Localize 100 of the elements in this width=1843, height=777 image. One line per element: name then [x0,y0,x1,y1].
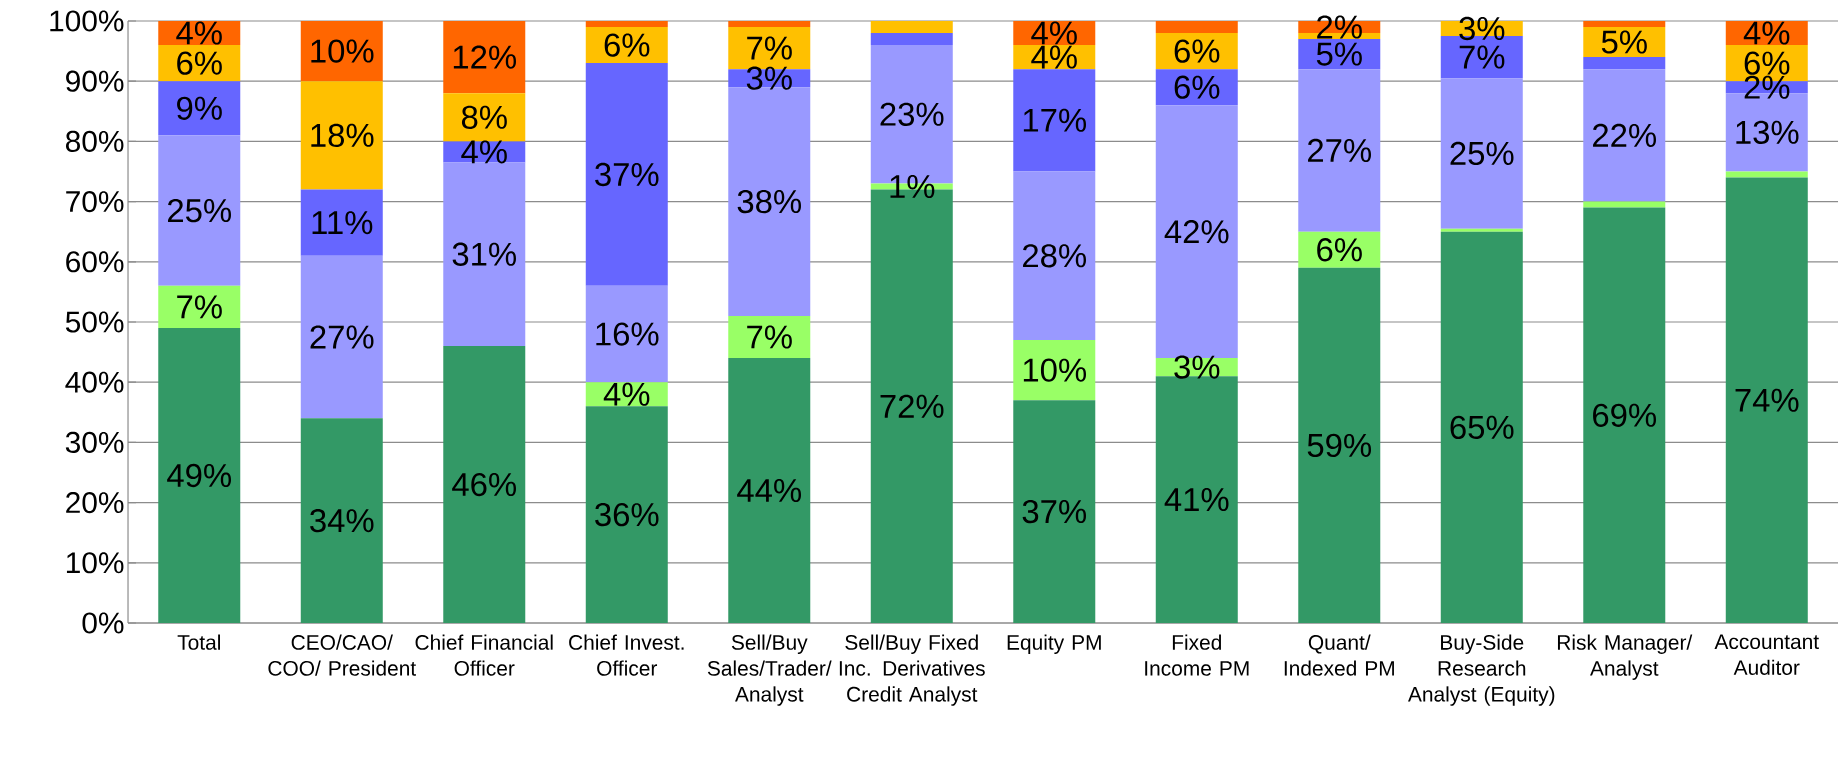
bar [300,20,383,82]
bar [1013,69,1096,172]
bar [443,20,526,94]
data-label: 6% [1744,51,1790,75]
data-label: 4% [1743,21,1790,45]
data-label: 4% [461,140,507,164]
x-tick-label: Total [177,634,220,650]
data-label: 6% [604,33,650,57]
bar [1725,171,1808,178]
data-label: 25% [168,198,231,223]
data-label: 37% [1022,499,1086,524]
data-label: 72% [880,394,944,418]
bar [1440,231,1523,623]
y-tick-label: 40% [65,371,124,393]
data-label: 4% [176,21,222,45]
data-label: 5% [1316,42,1362,66]
bar [1725,177,1808,623]
data-label: 59% [1307,433,1371,458]
data-label: 38% [737,189,801,214]
bar [585,20,668,27]
bar [1440,228,1523,232]
data-label: 6% [1317,238,1362,262]
data-label: 6% [1174,39,1220,63]
bar [870,20,953,34]
data-label: 22% [1593,123,1656,147]
data-label: 23% [880,102,944,126]
y-tick-label: 100% [50,10,124,32]
data-label: 2% [1744,75,1790,99]
bar [1298,69,1381,232]
bar [1440,78,1523,229]
data-label: 4% [1031,21,1077,45]
data-label: 65% [1450,415,1514,439]
y-tick-label: 20% [66,492,124,514]
data-label: 31% [452,242,516,266]
bar [1298,267,1381,623]
bar [158,135,241,286]
bar [158,328,241,623]
x-tick-label: Buy-Side Research Analyst (Equity) [1407,634,1555,706]
bar [870,33,953,46]
bar [443,346,526,623]
data-label: 9% [177,96,222,120]
data-label: 10% [311,39,374,63]
data-label: 3% [1459,16,1505,41]
bar [728,358,811,623]
bar [585,285,668,383]
bar [443,162,526,347]
x-tick-label: Chief Invest. Officer [569,634,684,676]
bar [1013,340,1096,401]
y-tick-label: 0% [82,612,124,634]
data-label: 28% [1023,244,1086,268]
data-label: 7% [1459,45,1505,69]
bar [300,81,383,190]
x-tick-label: Chief Financial Officer [415,634,553,676]
bar [158,285,241,328]
bar [1583,207,1666,623]
data-label: 7% [747,36,792,60]
bar [585,406,668,623]
data-label: 6% [1174,75,1220,99]
x-tick-label: Sell/Buy Sales/Trader/ Analyst [707,634,832,706]
bar [1155,20,1238,34]
x-tick-label: Risk Manager/ Analyst [1557,634,1693,680]
y-tick-label: 30% [65,431,124,453]
data-label: 37% [595,162,659,187]
y-tick-label: 90% [66,70,124,92]
bar [1583,57,1666,70]
bar [1013,400,1096,623]
data-label: 42% [1164,220,1229,244]
data-label: 44% [737,479,801,503]
bar [1013,171,1096,341]
bar [728,315,811,359]
x-tick-label: Fixed Income PM [1145,634,1249,676]
bar [1583,69,1666,202]
y-tick-label: 80% [65,130,124,152]
data-label: 3% [746,66,792,90]
data-label: 10% [1023,358,1086,382]
y-tick-label: 60% [66,251,124,273]
bar [158,81,241,136]
data-label: 13% [1736,120,1799,144]
bar [1583,20,1666,27]
data-label: 8% [461,105,507,129]
data-label: 5% [1601,30,1647,54]
data-label: 34% [310,509,374,533]
y-tick-label: 50% [65,311,124,333]
bar [300,189,383,256]
data-label: 49% [167,463,231,488]
x-tick-label: Sell/Buy Fixed Inc. Derivatives Credit Analyst [839,634,985,706]
data-label: 27% [310,325,374,349]
x-tick-label: Equity PM [1007,634,1101,655]
data-label: 27% [1308,138,1371,162]
bar [300,418,383,623]
x-tick-label: Quant/ Indexed PM [1284,634,1394,676]
y-tick-label: 70% [66,191,124,213]
data-label: 17% [1023,108,1086,132]
data-label: 7% [177,295,222,319]
data-label: 7% [747,325,792,349]
data-label: 2% [1317,15,1362,39]
data-label: 6% [177,51,222,75]
data-label: 69% [1593,403,1656,427]
data-label: 11% [312,211,373,235]
data-label: 74% [1735,388,1799,412]
